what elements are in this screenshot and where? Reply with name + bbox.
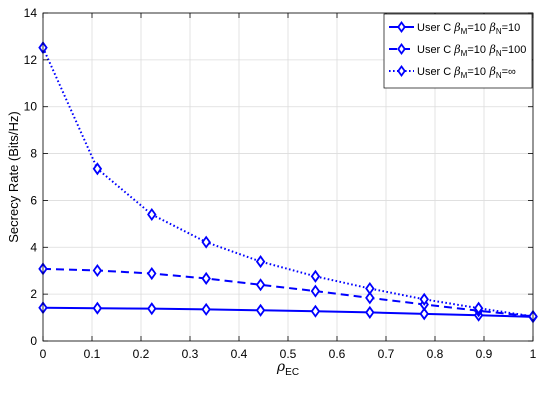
y-tick-label: 0	[30, 334, 37, 348]
data-point-marker	[92, 263, 103, 278]
x-tick-label: 0.9	[476, 347, 493, 361]
data-point-marker	[365, 281, 375, 296]
y-tick-label: 4	[30, 240, 37, 254]
data-point-marker	[255, 278, 266, 292]
x-axis-symbol: ρ	[276, 359, 286, 375]
series-line	[42, 306, 534, 318]
data-point-marker	[310, 304, 321, 318]
data-point-marker	[201, 302, 211, 316]
x-tick-label: 0.4	[231, 347, 248, 361]
y-axis-label: Secrecy Rate (Bits/Hz)	[6, 111, 21, 242]
legend-label: User C βM=10 βN=100	[417, 43, 526, 58]
data-point-marker	[147, 302, 157, 316]
x-tick-label: 0.1	[84, 347, 101, 361]
data-point-marker	[147, 207, 157, 222]
series-layer	[38, 41, 538, 324]
data-point-marker	[365, 305, 375, 319]
x-tick-label: 0.8	[427, 347, 444, 361]
x-tick-label: 0.7	[378, 347, 395, 361]
x-tick-label: 0.6	[329, 347, 346, 361]
data-point-marker	[92, 301, 103, 315]
data-point-marker	[147, 266, 157, 281]
legend-marker	[397, 20, 406, 34]
y-tick-label: 8	[30, 147, 37, 161]
y-tick-label: 2	[30, 287, 37, 301]
data-point-marker	[310, 284, 321, 298]
data-point-marker	[310, 269, 321, 283]
x-tick-label: 0	[40, 347, 47, 361]
series-3	[38, 41, 538, 323]
series-line	[42, 267, 534, 318]
x-tick-label: 0.2	[133, 347, 150, 361]
y-tick-label: 12	[24, 53, 38, 67]
legend-entry: User C βM=10 βN=100	[389, 42, 526, 58]
data-point-marker	[473, 301, 484, 315]
data-point-marker	[201, 235, 211, 249]
x-tick-label: 1	[530, 347, 537, 361]
x-axis-subscript: EC	[285, 367, 299, 378]
legend-marker	[397, 64, 406, 78]
legend-entry: User C βM=10 βN=∞	[389, 64, 516, 80]
series-line	[42, 47, 534, 318]
y-tick-label: 6	[30, 193, 37, 207]
data-point-marker	[201, 271, 211, 285]
data-point-marker	[419, 307, 429, 321]
legend: User C βM=10 βN=10 User C βM=10 βN=100 Use…	[383, 13, 533, 89]
x-axis-label: ρEC	[276, 359, 299, 378]
legend-marker	[397, 42, 406, 56]
y-tick-label: 14	[24, 6, 38, 20]
x-tick-label: 0.3	[182, 347, 199, 361]
y-tick-label: 10	[24, 100, 38, 114]
legend-label: User C βM=10 βN=10	[417, 21, 520, 36]
legend-label: User C βM=10 βN=∞	[417, 65, 516, 80]
data-point-marker	[255, 255, 266, 269]
data-point-marker	[255, 303, 266, 317]
data-point-marker	[365, 291, 375, 305]
data-point-marker	[92, 162, 103, 176]
data-point-marker	[419, 292, 429, 306]
x-tick-label: 0.5	[280, 347, 297, 361]
legend-entry: User C βM=10 βN=10	[389, 20, 520, 36]
